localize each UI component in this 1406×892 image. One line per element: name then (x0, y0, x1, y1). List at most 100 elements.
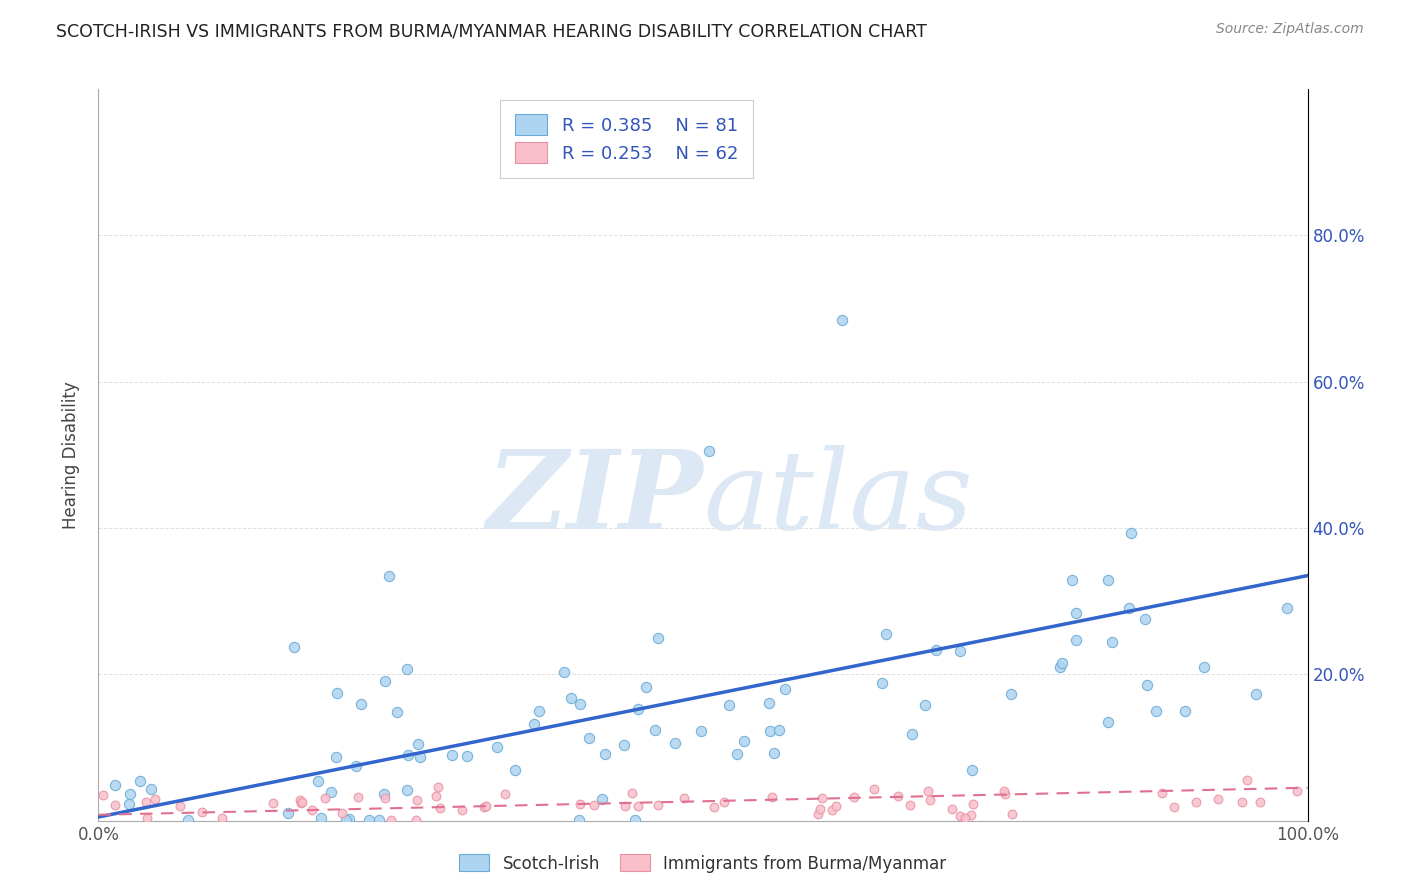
Point (104, 778, 127, 792)
Point (808, 802, 831, 816)
Point (406, 737, 429, 751)
Point (1244, 687, 1267, 701)
Point (887, 789, 910, 804)
Point (1001, 807, 1024, 822)
Point (1230, 795, 1253, 809)
Point (900, 727, 922, 741)
Point (143, 791, 166, 805)
Point (925, 643, 948, 657)
Point (773, 681, 796, 696)
Point (337, 813, 360, 827)
Text: Source: ZipAtlas.com: Source: ZipAtlas.com (1216, 22, 1364, 37)
Point (713, 796, 735, 810)
Point (330, 806, 353, 821)
Text: ZIP: ZIP (486, 445, 703, 552)
Point (918, 793, 941, 807)
Point (396, 662, 419, 676)
Point (725, 747, 748, 761)
Point (1285, 784, 1308, 798)
Point (620, 786, 643, 800)
Point (1049, 660, 1071, 674)
Point (283, 640, 305, 655)
Point (290, 793, 312, 807)
Point (960, 808, 983, 822)
Point (523, 716, 546, 731)
Point (768, 723, 790, 737)
Point (374, 674, 396, 689)
Point (118, 787, 141, 801)
Point (395, 782, 418, 797)
Point (733, 733, 755, 747)
Point (831, 312, 853, 326)
Point (456, 748, 478, 763)
Point (1194, 659, 1216, 673)
Point (697, 444, 720, 458)
Point (380, 813, 402, 827)
Point (1101, 634, 1123, 648)
Point (702, 799, 724, 814)
Point (807, 806, 830, 821)
Point (759, 724, 782, 739)
Point (672, 791, 695, 805)
Point (262, 796, 284, 810)
Point (191, 805, 214, 819)
Point (917, 784, 939, 798)
Point (811, 791, 834, 805)
Point (425, 789, 447, 803)
Point (949, 644, 972, 658)
Point (1135, 612, 1157, 626)
Text: SCOTCH-IRISH VS IMMIGRANTS FROM BURMA/MYANMAR HEARING DISABILITY CORRELATION CHA: SCOTCH-IRISH VS IMMIGRANTS FROM BURMA/MY… (56, 22, 927, 40)
Point (613, 738, 636, 752)
Point (993, 784, 1015, 798)
Point (898, 797, 921, 812)
Point (994, 787, 1017, 801)
Point (949, 808, 972, 822)
Point (1000, 687, 1022, 701)
Point (290, 795, 312, 809)
Point (627, 701, 650, 715)
Point (1236, 773, 1258, 788)
Point (374, 791, 396, 805)
Point (689, 724, 711, 739)
Point (503, 764, 526, 778)
Point (307, 773, 329, 788)
Point (842, 789, 865, 804)
Point (1275, 600, 1298, 615)
Point (211, 812, 233, 826)
Point (569, 698, 592, 712)
Legend: R = 0.385    N = 81, R = 0.253    N = 62: R = 0.385 N = 81, R = 0.253 N = 62 (501, 100, 752, 178)
Point (664, 736, 686, 750)
Point (1064, 606, 1087, 620)
Point (578, 731, 600, 745)
Point (568, 797, 591, 811)
Point (139, 781, 162, 796)
Point (560, 690, 582, 705)
Point (1163, 800, 1185, 814)
Point (91, 789, 114, 803)
Point (627, 799, 650, 814)
Point (875, 627, 897, 641)
Point (475, 799, 498, 814)
Point (118, 797, 141, 811)
Point (367, 813, 389, 827)
Point (647, 631, 669, 645)
Point (441, 748, 464, 763)
Point (1050, 656, 1073, 670)
Point (346, 789, 368, 804)
Point (1152, 786, 1174, 800)
Point (761, 790, 783, 805)
Point (314, 791, 336, 805)
Point (624, 813, 647, 827)
Point (335, 813, 357, 827)
Point (1144, 704, 1167, 718)
Point (1097, 573, 1119, 587)
Point (568, 813, 591, 827)
Point (1060, 573, 1083, 587)
Point (326, 686, 349, 700)
Y-axis label: Hearing Disability: Hearing Disability (62, 381, 80, 529)
Point (582, 797, 605, 812)
Point (1136, 677, 1159, 691)
Point (405, 813, 427, 827)
Point (301, 803, 323, 817)
Point (321, 785, 343, 799)
